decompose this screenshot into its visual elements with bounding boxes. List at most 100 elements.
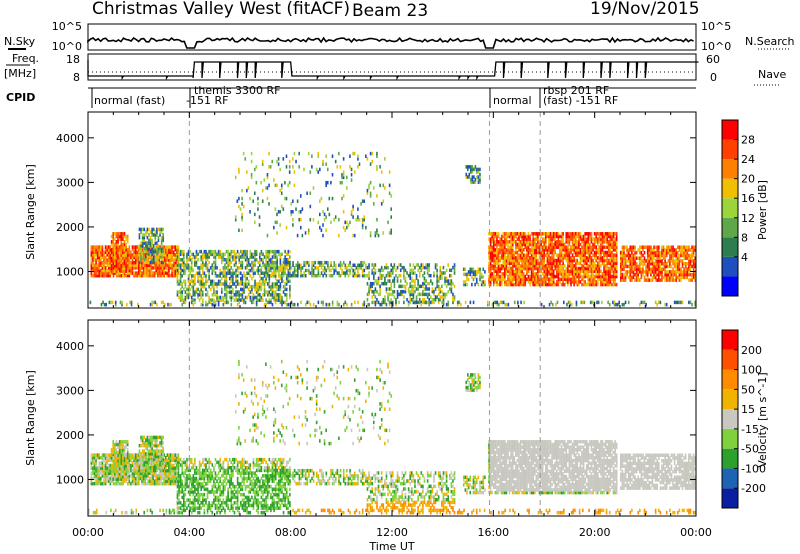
echo-cell — [532, 261, 534, 265]
echo-cell — [139, 263, 142, 268]
echo-cell — [227, 268, 229, 273]
echo-cell — [390, 194, 393, 198]
echo-cell — [530, 261, 533, 265]
echo-cell — [608, 274, 610, 279]
echo-cell — [149, 266, 151, 270]
echo-cell — [90, 461, 93, 465]
echo-cell — [118, 266, 121, 271]
echo-cell — [392, 302, 394, 307]
echo-cell — [673, 261, 676, 266]
echo-cell — [499, 300, 502, 305]
echo-cell — [392, 268, 394, 273]
echo-cell — [667, 248, 670, 252]
echo-cell — [677, 261, 679, 266]
echo-cell — [515, 232, 517, 236]
echo-cell — [236, 279, 239, 284]
echo-cell — [235, 293, 237, 297]
echo-cell — [414, 279, 416, 283]
echo-cell — [646, 245, 649, 249]
echo-cell — [192, 284, 195, 289]
echo-cell — [598, 250, 601, 255]
echo-cell — [282, 266, 285, 270]
echo-cell — [238, 266, 241, 270]
echo-cell — [382, 231, 385, 235]
echo-cell — [279, 257, 282, 262]
echo-cell — [241, 212, 243, 217]
echo-cell — [293, 268, 296, 273]
echo-cell — [546, 261, 549, 265]
echo-cell — [497, 269, 500, 273]
echo-cell — [444, 271, 446, 275]
echo-cell — [112, 266, 115, 270]
echo-cell — [90, 481, 93, 486]
echo-cell — [592, 280, 594, 284]
echo-cell — [268, 293, 271, 297]
echo-cell — [330, 180, 332, 185]
echo-cell — [411, 284, 413, 289]
echo-cell — [123, 240, 126, 244]
echo-cell — [639, 278, 641, 282]
echo-cell — [228, 284, 231, 289]
echo-cell — [241, 215, 243, 219]
echo-cell — [472, 270, 475, 274]
echo-cell — [206, 293, 209, 297]
echo-cell — [543, 277, 546, 281]
cpid-label-2: themis 3300 RF — [194, 84, 281, 97]
echo-cell — [540, 264, 542, 268]
echo-cell — [598, 272, 601, 276]
echo-cell — [138, 253, 140, 257]
echo-cell — [415, 297, 418, 302]
echo-cell — [278, 249, 280, 254]
echo-cell — [265, 249, 267, 254]
echo-cell — [287, 252, 290, 257]
echo-cell — [560, 232, 563, 236]
echo-cell — [474, 270, 476, 274]
echo-cell — [90, 255, 93, 260]
echo-cell — [181, 302, 184, 307]
echo-cell — [190, 295, 193, 300]
echo-cell — [507, 248, 509, 252]
echo-cell — [505, 237, 508, 241]
echo-cell — [681, 300, 684, 305]
echo-cell — [637, 272, 640, 277]
echo-cell — [263, 290, 266, 294]
echo-cell — [149, 244, 152, 248]
echo-cell — [371, 289, 374, 294]
echo-cell — [225, 300, 228, 305]
echo-cell — [157, 235, 160, 240]
echo-cell — [643, 245, 646, 249]
echo-cell — [238, 257, 241, 262]
echo-cell — [151, 302, 153, 307]
echo-cell — [573, 280, 575, 284]
echo-cell — [618, 302, 621, 307]
echo-cell — [352, 273, 355, 278]
echo-cell — [515, 258, 517, 263]
echo-cell — [608, 261, 610, 265]
echo-cell — [598, 258, 601, 263]
echo-cell — [120, 273, 123, 278]
echo-cell — [160, 255, 163, 259]
echo-cell — [579, 269, 582, 273]
echo-cell — [530, 272, 533, 276]
echo-cell — [492, 269, 495, 273]
echo-cell — [382, 199, 385, 203]
echo-cell — [100, 273, 102, 278]
nsearch-tick-top: 10^5 — [701, 20, 731, 33]
echo-cell — [259, 257, 261, 262]
echo-cell — [620, 275, 622, 280]
echo-cell — [453, 268, 456, 273]
echo-cell — [112, 256, 115, 260]
echo-cell — [183, 255, 185, 259]
echo-cell — [508, 282, 511, 287]
echo-cell — [160, 238, 163, 243]
echo-cell — [303, 273, 305, 278]
echo-cell — [266, 266, 269, 270]
echo-cell — [595, 266, 598, 271]
echo-cell — [562, 237, 564, 241]
echo-cell — [593, 250, 596, 255]
echo-cell — [527, 253, 530, 257]
echo-cell — [543, 245, 546, 249]
echo-cell — [179, 257, 182, 262]
echo-cell — [516, 258, 519, 263]
echo-cell — [492, 245, 495, 249]
